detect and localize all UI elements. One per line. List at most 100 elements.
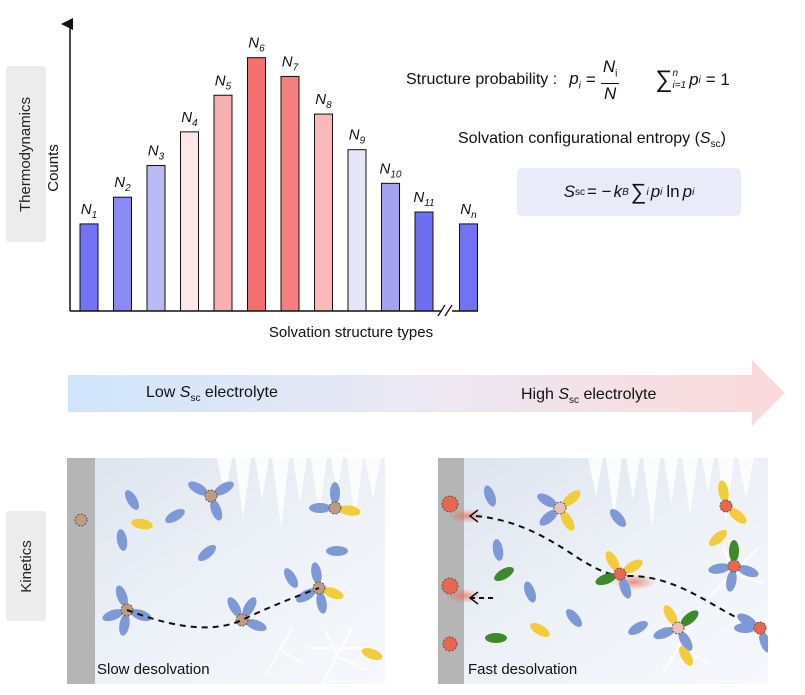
right-cluster-2-molecule-2 xyxy=(595,573,617,586)
bar-label-N4: N4 xyxy=(181,109,198,129)
left-cluster-3-molecule-0 xyxy=(227,597,242,617)
bar-N8 xyxy=(314,113,333,312)
right-cluster-2-molecule-3 xyxy=(619,577,632,599)
bar-N9 xyxy=(347,149,367,312)
right-cluster-5-molecule-0 xyxy=(737,613,757,628)
right-cluster-3-molecule-0 xyxy=(663,605,678,625)
bar-label-N6: N6 xyxy=(248,35,265,55)
left-cluster-2-molecule-2 xyxy=(210,499,223,521)
right-cluster-2-molecule-1 xyxy=(623,559,643,574)
right-free-solvent-2 xyxy=(492,539,504,561)
left-free-solvent-3 xyxy=(165,509,185,523)
bar-N3 xyxy=(146,165,166,312)
right-free-solvent-5 xyxy=(609,508,627,528)
right-free-solvent-6 xyxy=(628,621,648,635)
bar-label-N11: N11 xyxy=(413,189,434,209)
bar-Nn xyxy=(459,223,478,312)
entropy-label: Solvation configurational entropy (Ssc) xyxy=(458,130,726,151)
right-cluster-3-molecule-1 xyxy=(680,610,699,627)
left-cluster-2-molecule-1 xyxy=(214,481,234,496)
fast-desolvation-panel: Fast desolvation xyxy=(438,458,768,684)
x-axis-title: Solvation structure types xyxy=(269,324,433,341)
right-cluster-1-ion xyxy=(553,501,567,515)
low-entropy-label: Low Ssc electrolyte xyxy=(146,384,278,405)
bar-N7 xyxy=(280,75,300,312)
left-cluster-3-molecule-2 xyxy=(245,619,267,632)
bar-label-N3: N3 xyxy=(148,143,165,163)
bar-N6 xyxy=(247,57,266,312)
right-free-solvent-1 xyxy=(483,485,497,507)
high-entropy-label: High Ssc electrolyte xyxy=(521,386,657,407)
kinetics-label-box: Kinetics xyxy=(6,511,46,621)
bar-N2 xyxy=(113,196,132,312)
left-cluster-1-molecule-1 xyxy=(102,609,124,622)
left-free-anion-2 xyxy=(361,647,383,661)
right-cluster-1-molecule-1 xyxy=(562,490,581,507)
bar-label-N2: N2 xyxy=(114,174,131,194)
left-free-solvent-6 xyxy=(284,568,298,588)
bar-N5 xyxy=(213,94,233,312)
right-cluster-3-molecule-2 xyxy=(678,631,693,651)
structure-probability-line: Structure probability : pi = Ni N ∑ n i=1… xyxy=(406,56,730,104)
right-cluster-5-molecule-1 xyxy=(734,623,756,633)
bar-label-Nn: Nn xyxy=(460,201,477,221)
right-cluster-4-ion xyxy=(727,559,741,573)
axis-break-mark-2 xyxy=(444,304,453,317)
thermodynamics-label-box: Thermodynamics xyxy=(6,66,46,242)
p-i-symbol: pi xyxy=(569,68,581,92)
solvation-structure-bar-chart: N1 N2 N3 N4 N5 N6 N7 N8 N9 N10 N11 Nn Counts Solvat… xyxy=(45,18,478,341)
left-free-solvent-1 xyxy=(125,490,139,510)
left-cluster-5-molecule-0 xyxy=(330,482,340,504)
right-free-solvent-3 xyxy=(523,581,537,603)
left-cluster-5-ion xyxy=(328,501,342,515)
left-free-solvent-5 xyxy=(326,546,348,556)
right-cluster-3-molecule-3 xyxy=(653,627,675,640)
bar-label-N5: N5 xyxy=(215,72,232,92)
right-cluster-1-molecule-2 xyxy=(560,511,575,531)
left-cluster-2-ion xyxy=(204,489,218,503)
bar-N11 xyxy=(414,211,434,312)
right-cluster-1-molecule-3 xyxy=(539,509,558,526)
left-free-solvent-4 xyxy=(197,544,217,562)
right-cluster-5-molecule-2 xyxy=(759,631,768,653)
bar-N4 xyxy=(180,131,199,312)
electrode-left xyxy=(67,458,95,684)
right-free-solvent-4 xyxy=(565,608,583,628)
right-free-anion-1 xyxy=(530,623,550,637)
y-axis-title: Counts xyxy=(45,144,62,192)
right-cluster-4-molecule-0 xyxy=(729,540,739,562)
right-cluster-2-ion xyxy=(613,567,627,581)
kinetics-label: Kinetics xyxy=(17,539,35,593)
right-cluster-6-molecule-1 xyxy=(728,507,747,524)
bar-label-N7: N7 xyxy=(282,53,299,73)
right-cluster-6-molecule-0 xyxy=(718,480,729,503)
axis-break-mark-1 xyxy=(437,304,446,317)
left-cluster-2-molecule-0 xyxy=(188,481,208,496)
right-cluster-4-molecule-1 xyxy=(737,565,759,578)
right-surface-ion-3 xyxy=(442,636,458,652)
fraction: Ni N xyxy=(600,56,620,104)
left-free-anion-1 xyxy=(131,518,153,530)
bar-label-N10: N10 xyxy=(380,160,402,180)
right-cluster-3-ion xyxy=(671,621,685,635)
right-surface-ion-2 xyxy=(441,577,459,595)
left-cluster-5-molecule-2 xyxy=(309,503,331,513)
left-cluster-4-molecule-0 xyxy=(311,562,322,585)
right-cluster-1-molecule-0 xyxy=(537,493,557,508)
bar-label-N8: N8 xyxy=(315,91,332,111)
fast-pathway-line xyxy=(475,515,749,624)
right-free-additive-1 xyxy=(494,567,514,581)
slow-desolvation-panel: Slow desolvation xyxy=(67,458,385,684)
right-cluster-5-ion xyxy=(753,621,767,635)
left-cluster-4-molecule-3 xyxy=(316,591,327,614)
left-cluster-3-molecule-1 xyxy=(242,597,257,617)
equals-sign: = xyxy=(585,70,596,89)
bar-N10 xyxy=(381,182,400,312)
left-cluster-3-ion xyxy=(235,613,249,627)
left-free-solvent-2 xyxy=(116,529,128,551)
right-surface-ion-1 xyxy=(441,495,459,513)
fast-desolvation-caption: Fast desolvation xyxy=(468,661,578,678)
structure-probability-label: Structure probability : xyxy=(406,71,558,88)
